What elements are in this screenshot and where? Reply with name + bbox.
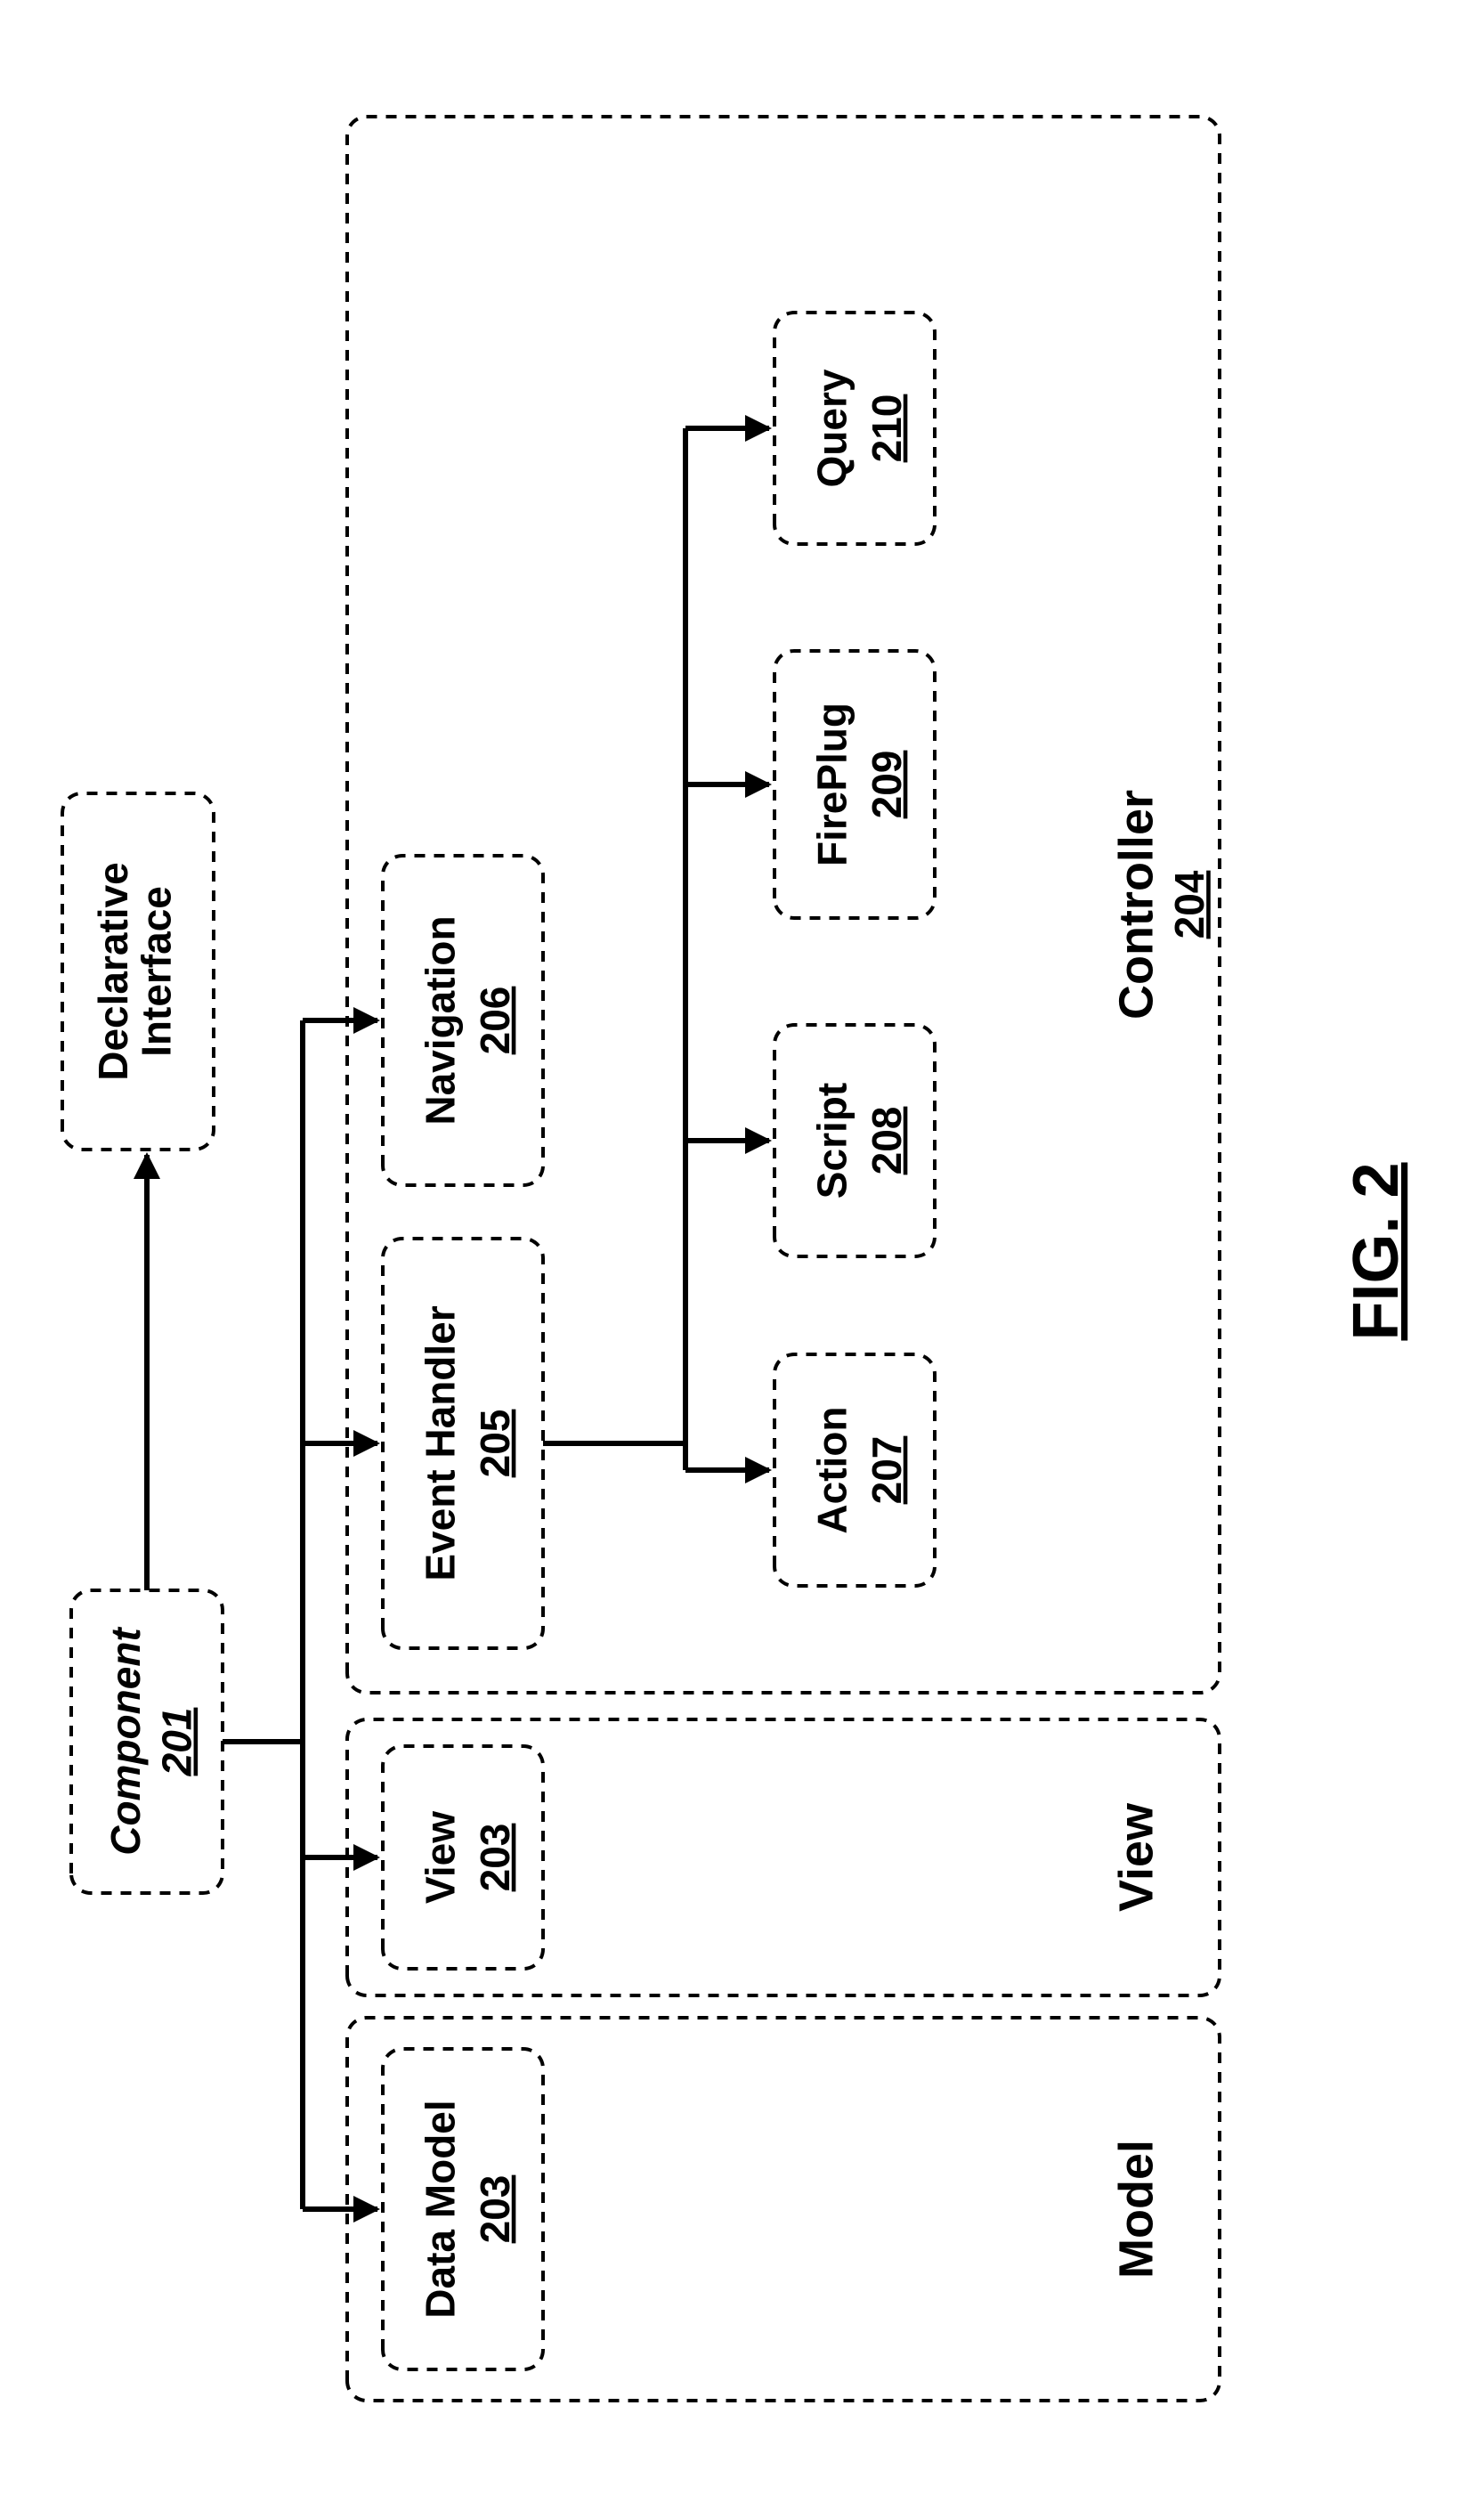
svg-text:Controller: Controller bbox=[1109, 790, 1163, 1020]
diagram-canvas: Model View Controller204 Component201 Declar… bbox=[0, 0, 1484, 2503]
svg-text:FIG. 2: FIG. 2 bbox=[1341, 1162, 1412, 1340]
svg-text:201: 201 bbox=[154, 1708, 200, 1777]
svg-text:203: 203 bbox=[472, 1824, 518, 1892]
svg-text:208: 208 bbox=[864, 1107, 910, 1175]
svg-text:204: 204 bbox=[1166, 870, 1212, 939]
svg-text:FirePlug: FirePlug bbox=[809, 703, 856, 866]
svg-text:Component: Component bbox=[102, 1627, 149, 1856]
svg-text:210: 210 bbox=[864, 394, 910, 463]
svg-text:Declarative: Declarative bbox=[90, 862, 136, 1081]
svg-text:203: 203 bbox=[472, 2175, 518, 2244]
svg-text:205: 205 bbox=[472, 1410, 518, 1478]
svg-text:Script: Script bbox=[809, 1083, 856, 1199]
svg-text:Interface: Interface bbox=[133, 886, 179, 1057]
svg-text:Event Handler: Event Handler bbox=[418, 1305, 464, 1581]
svg-text:View: View bbox=[418, 1811, 464, 1904]
svg-text:Action: Action bbox=[809, 1406, 856, 1533]
svg-text:207: 207 bbox=[864, 1436, 910, 1505]
svg-text:Model: Model bbox=[1109, 2140, 1163, 2279]
svg-text:View: View bbox=[1109, 1802, 1163, 1912]
svg-text:Data Model: Data Model bbox=[418, 2100, 464, 2318]
svg-text:Navigation: Navigation bbox=[418, 915, 464, 1125]
svg-text:Query: Query bbox=[809, 369, 856, 487]
svg-text:209: 209 bbox=[864, 751, 910, 819]
svg-text:206: 206 bbox=[472, 987, 518, 1055]
